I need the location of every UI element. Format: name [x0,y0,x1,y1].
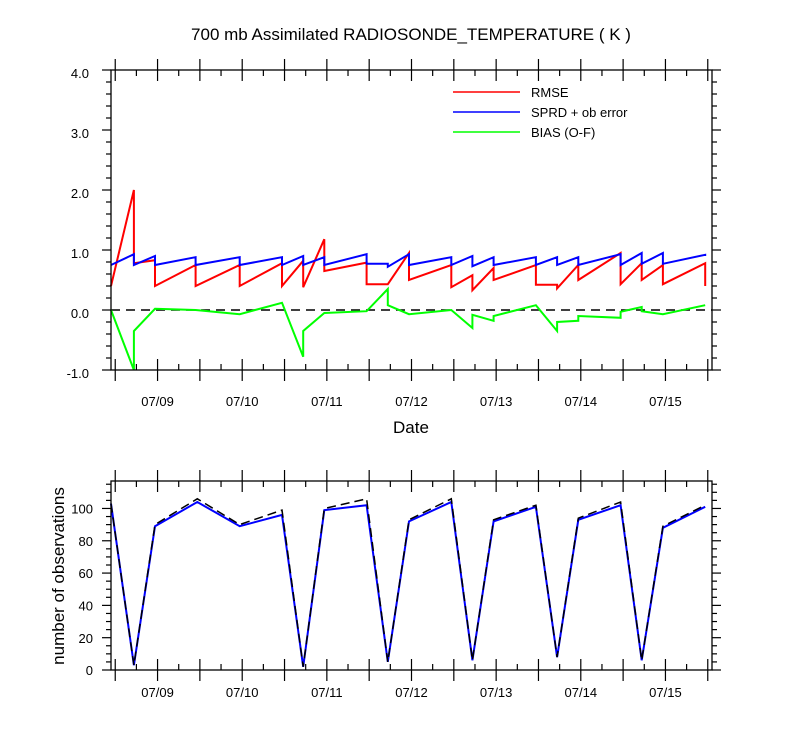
bot-series-observations-possible [110,497,706,667]
x-tick-label-07-11: 07/11 [311,394,343,409]
x-tick-label-07-14: 07/14 [565,685,598,700]
y-tick-label-100: 100 [71,502,93,517]
top-series-bias-o-f [110,286,706,371]
y-tick-label-1-0: -1.0 [67,366,89,381]
y-tick-label-20: 20 [79,631,93,646]
x-tick-label-07-15: 07/15 [649,685,682,700]
y-tick-label-0: 0 [86,663,93,678]
bottom-x-tick-labels: 07/09 07/10 07/11 07/12 07/13 07/14 07/15 [141,685,681,700]
x-tick-label-07-13: 07/13 [480,685,513,700]
legend-label-rmse: RMSE [531,85,569,100]
bottom-tick-marks [102,470,721,681]
x-tick-label-07-14: 07/14 [565,394,598,409]
x-tick-label-07-10: 07/10 [226,394,259,409]
chart-title: 700 mb Assimilated RADIOSONDE_TEMPERATUR… [191,25,631,44]
y-tick-label-60: 60 [79,566,93,581]
x-tick-label-07-09: 07/09 [141,394,174,409]
legend-label-sprd: SPRD + ob error [531,105,628,120]
legend: RMSE SPRD + ob error BIAS (O-F) [453,85,628,140]
top-series-group [110,189,707,371]
top-x-tick-labels: 07/09 07/10 07/11 07/12 07/13 07/14 07/15 [141,394,681,409]
x-tick-label-07-10: 07/10 [226,685,259,700]
y-axis-label-observations: number of observations [49,487,68,665]
y-tick-label-0-0: 0.0 [71,306,89,321]
bottom-series-group [110,497,706,667]
x-tick-label-07-15: 07/15 [649,394,682,409]
top-panel: 4.0 3.0 2.0 1.0 0.0 -1.0 07/09 07/10 07/11 07/12… [67,59,721,437]
y-tick-label-40: 40 [79,599,93,614]
y-tick-label-4-0: 4.0 [71,66,89,81]
y-tick-label-2-0: 2.0 [71,186,89,201]
y-tick-label-80: 80 [79,534,93,549]
x-tick-label-07-12: 07/12 [395,394,428,409]
x-tick-label-07-11: 07/11 [311,685,343,700]
top-series-rmse [110,189,707,293]
top-tick-marks [102,59,721,381]
bottom-plot-frame [110,480,713,671]
top-series-sprd-ob-error [110,251,707,269]
x-tick-label-07-09: 07/09 [141,685,174,700]
legend-label-bias: BIAS (O-F) [531,125,595,140]
top-y-tick-labels: 4.0 3.0 2.0 1.0 0.0 -1.0 [67,66,89,381]
y-tick-label-3-0: 3.0 [71,126,89,141]
y-tick-label-1-0: 1.0 [71,246,89,261]
bot-series-observations-used [110,500,706,667]
bottom-y-tick-labels: 0 20 40 60 80 100 [71,502,93,679]
top-plot-frame [110,69,713,371]
x-tick-label-07-12: 07/12 [395,685,428,700]
x-tick-label-07-13: 07/13 [480,394,513,409]
x-axis-label: Date [393,418,429,437]
